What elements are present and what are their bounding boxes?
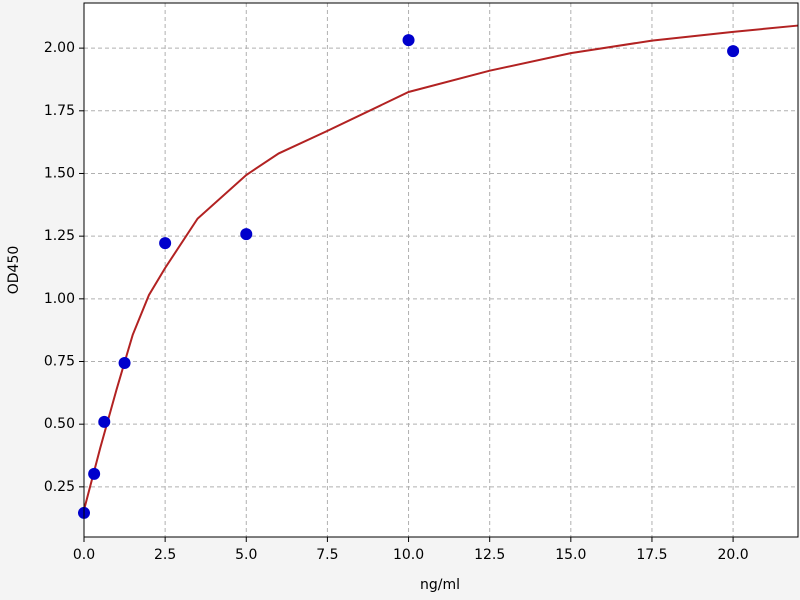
x-tick-label: 17.5 <box>636 547 667 563</box>
x-tick-label: 5.0 <box>235 547 257 563</box>
data-point <box>240 228 253 241</box>
data-point <box>402 34 415 47</box>
data-point <box>98 415 111 428</box>
plot-frame <box>83 2 799 538</box>
x-tick-label: 20.0 <box>718 547 749 563</box>
y-tick-label: 1.50 <box>44 165 75 181</box>
data-point <box>88 467 101 480</box>
y-tick-label: 0.25 <box>44 479 75 495</box>
y-tick-label: 0.75 <box>44 354 75 370</box>
y-tick-label: 2.00 <box>44 40 75 56</box>
y-tick-label: 1.75 <box>44 103 75 119</box>
y-tick-label: 0.50 <box>44 416 75 432</box>
data-point <box>118 357 131 370</box>
x-tick-label: 12.5 <box>474 547 505 563</box>
x-tick-label: 2.5 <box>154 547 176 563</box>
y-axis-label: OD450 <box>6 246 22 295</box>
y-tick-label: 1.25 <box>44 228 75 244</box>
x-tick-label: 10.0 <box>393 547 424 563</box>
x-axis-label: ng/ml <box>420 577 460 593</box>
data-point <box>159 237 172 250</box>
x-tick-label: 15.0 <box>555 547 586 563</box>
y-tick-label: 1.00 <box>44 291 75 307</box>
x-tick-label: 7.5 <box>316 547 338 563</box>
plot-area <box>84 3 798 537</box>
x-tick-label: 0.0 <box>73 547 95 563</box>
data-point <box>727 45 740 58</box>
